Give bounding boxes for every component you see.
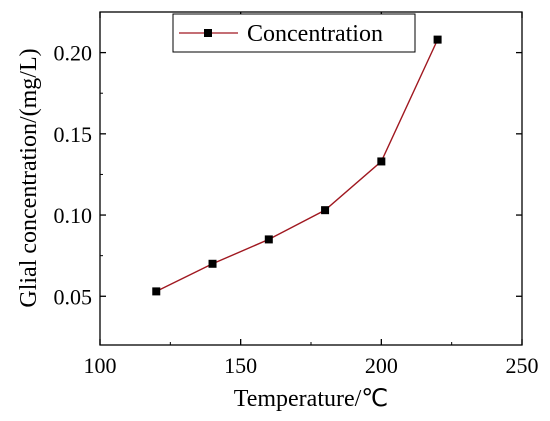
data-point xyxy=(321,206,330,215)
y-axis-title: Glial concentration/(mg/L) xyxy=(16,48,42,307)
data-point xyxy=(152,287,161,296)
x-tick-label: 250 xyxy=(506,353,539,378)
tick-labels: 100 150 200 250 0.05 0.10 0.15 0.20 xyxy=(54,41,539,378)
legend-label: Concentration xyxy=(247,21,383,47)
data-point xyxy=(208,259,217,268)
legend-marker xyxy=(204,29,212,37)
y-tick-label: 0.10 xyxy=(54,203,93,228)
x-axis-title: Temperature/℃ xyxy=(234,386,389,412)
y-tick-label: 0.15 xyxy=(54,122,93,147)
x-tick-label: 200 xyxy=(365,353,398,378)
x-tick-label: 150 xyxy=(224,353,257,378)
legend: Concentration xyxy=(172,13,416,53)
data-point xyxy=(264,235,273,244)
y-tick-label: 0.20 xyxy=(54,41,93,66)
data-point xyxy=(433,35,442,44)
y-tick-label: 0.05 xyxy=(54,284,93,309)
series-line xyxy=(155,39,439,293)
tick-marks xyxy=(99,12,523,345)
data-point xyxy=(377,157,386,166)
plot-frame xyxy=(99,11,523,346)
x-tick-label: 100 xyxy=(84,353,117,378)
series-layer xyxy=(152,35,442,296)
